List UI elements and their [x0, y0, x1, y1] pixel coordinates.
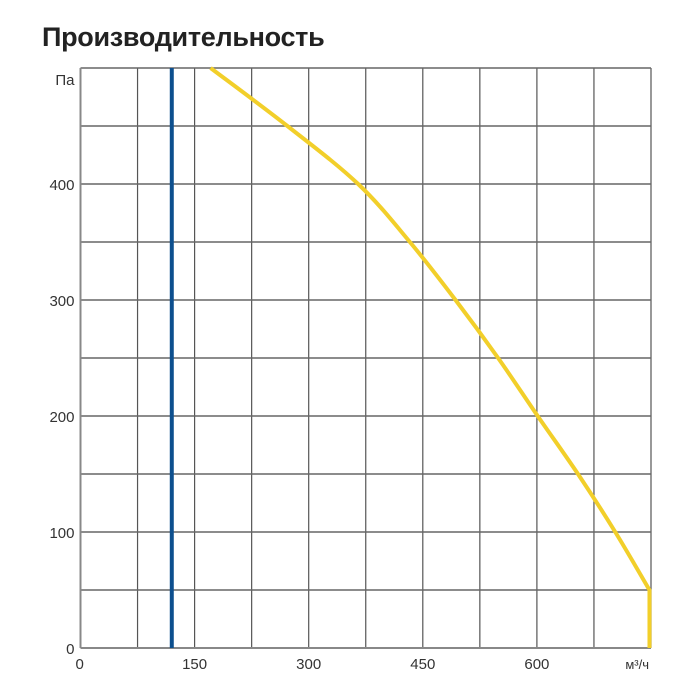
- y-tick-label: 200: [49, 409, 74, 426]
- y-axis-unit-label: Па: [55, 72, 75, 89]
- x-tick-label: 150: [182, 656, 207, 673]
- x-axis-unit-label: м³/ч: [625, 657, 649, 672]
- x-tick-label: 450: [410, 656, 435, 673]
- y-tick-label: 400: [49, 177, 74, 194]
- x-tick-label: 300: [296, 656, 321, 673]
- x-tick-label: 0: [76, 656, 84, 673]
- chart-title: Производительность: [42, 22, 325, 52]
- y-tick-label: 100: [49, 525, 74, 542]
- y-tick-label: 300: [49, 293, 74, 310]
- performance-curve: [209, 66, 652, 648]
- x-tick-label: 600: [524, 656, 549, 673]
- y-tick-label: 0: [66, 641, 74, 658]
